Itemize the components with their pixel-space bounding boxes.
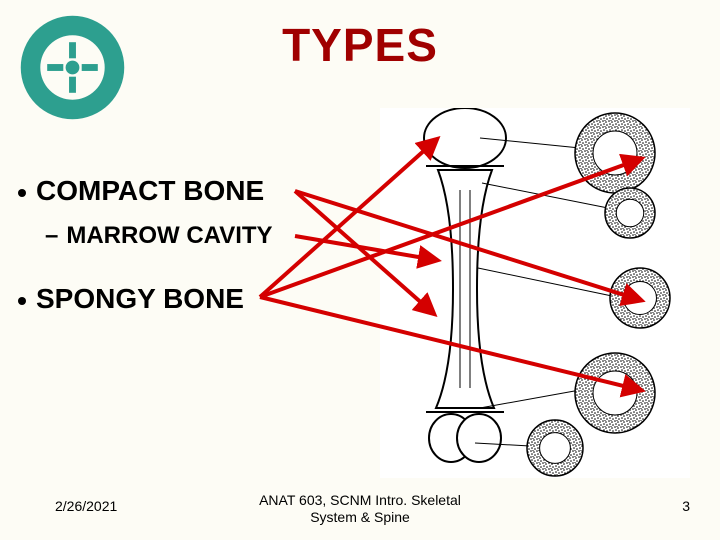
slide-title: TYPES (0, 18, 720, 72)
bone-diagram (380, 108, 690, 478)
bullet-compact-label: COMPACT BONE (36, 175, 264, 206)
bullet-marrow-label: MARROW CAVITY (66, 222, 272, 249)
bullet-spongy-label: SPONGY BONE (36, 283, 244, 314)
bullet-marrow-cavity: –MARROW CAVITY (45, 222, 273, 250)
footer-course: ANAT 603, SCNM Intro. Skeletal System & … (0, 492, 720, 526)
footer-page-number: 3 (682, 498, 690, 514)
bullet-compact-bone: COMPACT BONE (18, 175, 264, 207)
footer-line2: System & Spine (310, 509, 410, 525)
footer-line1: ANAT 603, SCNM Intro. Skeletal (259, 492, 461, 508)
bullet-spongy-bone: SPONGY BONE (18, 283, 244, 315)
